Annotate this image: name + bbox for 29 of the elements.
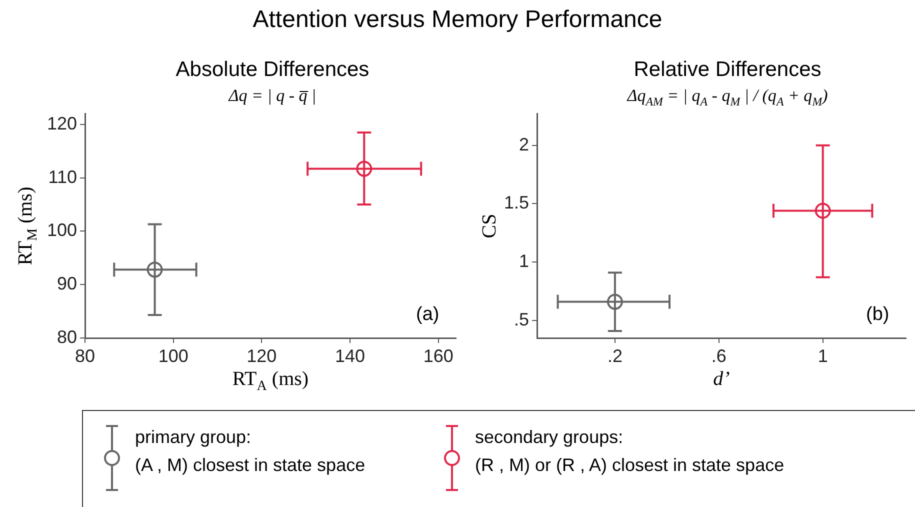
text: Attention versus Memory Performance — [252, 6, 664, 34]
y-tick-label: 90 — [56, 274, 77, 294]
x-tick-label: 160 — [423, 346, 454, 366]
y-tick-label: 120 — [46, 113, 77, 134]
x-tick-label: .6 — [711, 346, 726, 366]
y-tick-label: 110 — [48, 166, 77, 187]
x-tick-label: 120 — [246, 346, 277, 366]
chart-title: Relative Differences — [632, 58, 822, 82]
text: Δq$_{AM}$ = | q$_{A}$ - q$_{M}$ | / (q$_{A}$ + q$_{M}$) — [627, 86, 828, 108]
x-tick-label: 140 — [334, 346, 366, 366]
x-axis-title: d’ — [712, 368, 731, 391]
annotation: (b) — [866, 304, 890, 326]
y-tick-label: 100 — [46, 220, 77, 240]
x-tick-label: 100 — [158, 346, 188, 366]
annotation: (a) — [416, 304, 440, 326]
x-axis-title: RT$_{A}$ (ms) — [231, 368, 310, 395]
chart-subtitle: Δq = | q - q̅ | — [227, 86, 318, 106]
y-tick-label: 80 — [56, 326, 77, 347]
y-tick-label: 1 — [518, 251, 529, 272]
legend-label: secondary groups: (R , M) or (R , A) closest in state space — [475, 426, 784, 477]
y-axis-title: CS — [478, 214, 502, 238]
legend-label: primary group: (A , M) closest in state space — [135, 426, 366, 477]
chart-title: Absolute Differences — [174, 58, 370, 82]
y-tick-label: .5 — [514, 309, 529, 330]
y-tick-label: 1.5 — [504, 192, 529, 213]
x-tick-label: 80 — [74, 346, 96, 366]
x-tick-label: .2 — [607, 346, 622, 366]
y-tick-label: 2 — [518, 134, 529, 154]
x-tick-label: 1 — [818, 346, 828, 366]
